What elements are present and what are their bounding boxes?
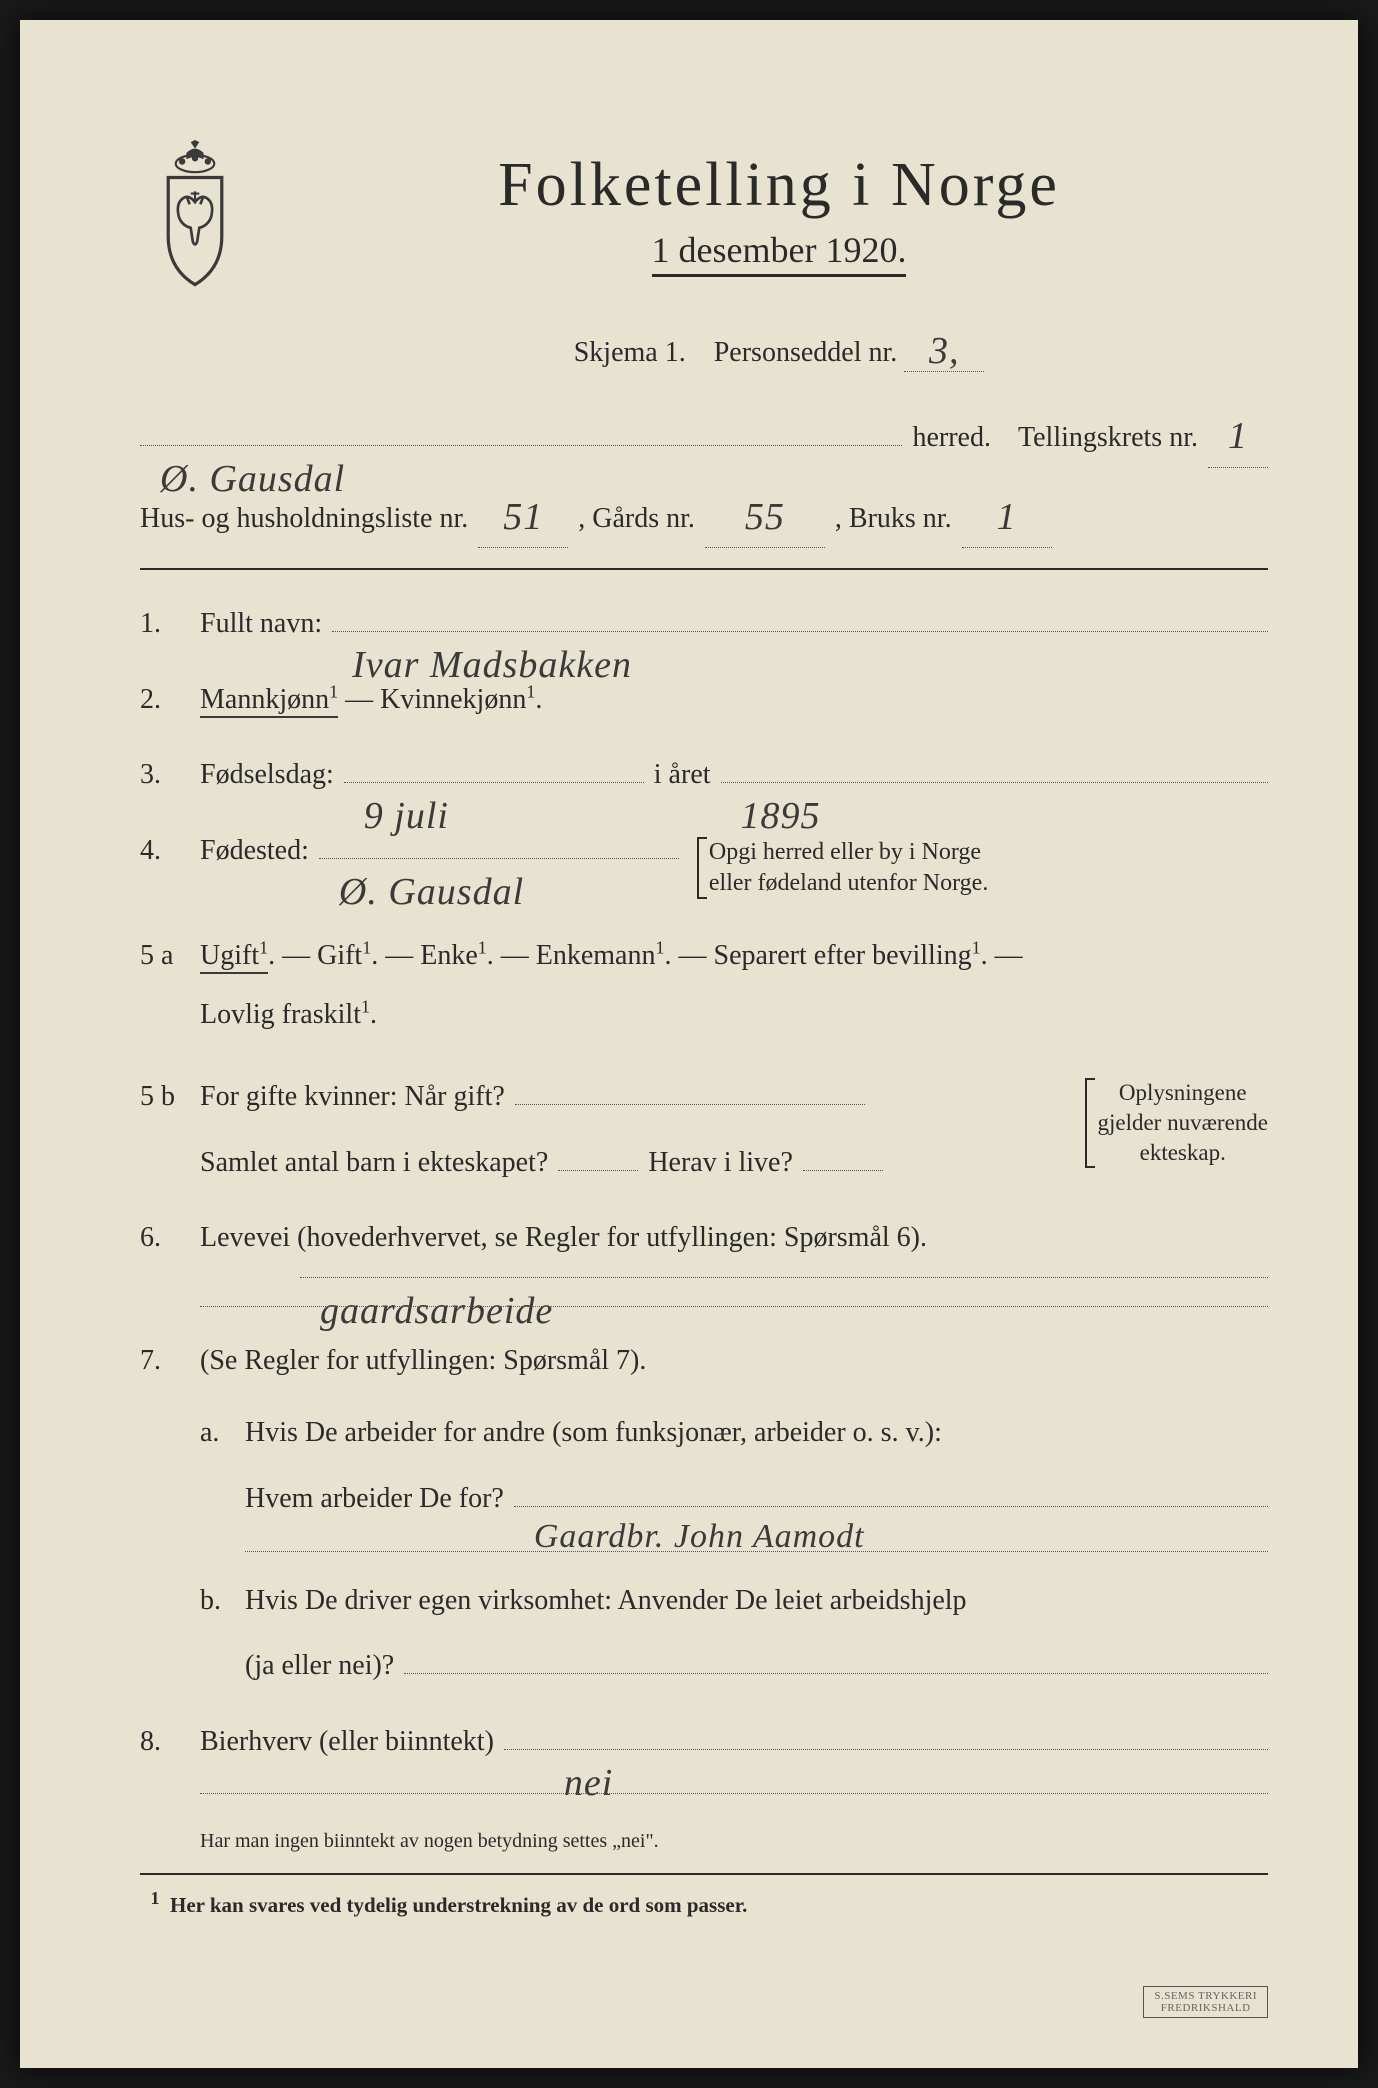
q8-row: 8. Bierhverv (eller biinntekt) nei (140, 1718, 1268, 1766)
q5a-fraskilt: Lovlig fraskilt (200, 999, 361, 1030)
q1-row: 1. Fullt navn: Ivar Madsbakken (140, 600, 1268, 648)
q4-label: Fødested: (200, 827, 309, 875)
q5a-row: 5 a Ugift1. — Gift1. — Enke1. — Enkemann… (140, 927, 1268, 1045)
divider-icon (140, 568, 1268, 570)
title-block: Folketelling i Norge 1 desember 1920. Sk… (290, 150, 1268, 372)
q7b: b. Hvis De driver egen virksomhet: Anven… (200, 1577, 1268, 1690)
coat-of-arms-icon (140, 140, 250, 290)
q7a-l2: Hvem arbeider De for? (245, 1475, 504, 1523)
form-body: Ø. Gausdal herred. Tellingskrets nr. 1 H… (140, 402, 1268, 1924)
herred-value: Ø. Gausdal (160, 447, 345, 450)
q7b-l1: Hvis De driver egen virksomhet: Anvender… (245, 1577, 1268, 1625)
q5a-num: 5 a (140, 932, 200, 980)
q8-num: 8. (140, 1718, 200, 1766)
q2-selected: Mannkjønn1 (200, 684, 338, 718)
q1-num: 1. (140, 600, 200, 648)
footnote-line: 1 Her kan svares ved tydelig understrekn… (140, 1873, 1268, 1924)
gards-label: , Gårds nr. (578, 495, 695, 543)
herred-line: Ø. Gausdal herred. Tellingskrets nr. 1 (140, 402, 1268, 468)
main-title: Folketelling i Norge (290, 150, 1268, 221)
q6-num: 6. (140, 1214, 200, 1262)
personseddel-value: 3, (929, 330, 960, 372)
q2-num: 2. (140, 676, 200, 724)
q7b-num: b. (200, 1577, 245, 1690)
form-meta-line-1: Skjema 1. Personseddel nr. 3, (290, 327, 1268, 372)
bruks-value: 1 (997, 496, 1017, 538)
q7a-l1: Hvis De arbeider for andre (som funksjon… (245, 1409, 1268, 1457)
q4-row: 4. Fødested: Ø. Gausdal Opgi herred elle… (140, 827, 1268, 899)
q1-value: Ivar Madsbakken (352, 633, 632, 636)
household-line: Hus- og husholdningsliste nr. 51 , Gårds… (140, 483, 1268, 549)
q5a-gift: Gift (317, 940, 362, 971)
q3-num: 3. (140, 751, 200, 799)
census-document: Folketelling i Norge 1 desember 1920. Sk… (20, 20, 1358, 2068)
q4-value: Ø. Gausdal (339, 860, 524, 863)
q7a-value: Gaardbr. John Aamodt (534, 1508, 865, 1511)
q5b-note: Oplysningene gjelder nuværende ekteskap. (1097, 1078, 1268, 1168)
skjema-label: Skjema 1. (574, 337, 686, 368)
husliste-value: 51 (503, 496, 543, 538)
q3-label: Fødselsdag: (200, 751, 334, 799)
q2-row: 2. Mannkjønn1 — Kvinnekjønn1. (140, 676, 1268, 724)
gards-value: 55 (745, 496, 785, 538)
q4-num: 4. (140, 827, 200, 875)
q3-year-value: 1895 (741, 784, 821, 787)
q7a: a. Hvis De arbeider for andre (som funks… (200, 1409, 1268, 1551)
document-header: Folketelling i Norge 1 desember 1920. Sk… (140, 150, 1268, 372)
q1-label: Fullt navn: (200, 600, 322, 648)
q5b-row: 5 b For gifte kvinner: Når gift? Samlet … (140, 1073, 1268, 1186)
q4-note: Opgi herred eller by i Norge eller fødel… (709, 837, 988, 899)
q5a-separert: Separert efter bevilling (714, 940, 972, 971)
q5b-l2b: Herav i live? (648, 1139, 793, 1187)
tellingskrets-label: Tellingskrets nr. (1018, 414, 1198, 462)
printer-stamp: S.SEMS TRYKKERI FREDRIKSHALD (1143, 1986, 1268, 2018)
q3-day-value: 9 juli (364, 784, 449, 787)
q7-num: 7. (140, 1337, 200, 1385)
subtitle-date: 1 desember 1920. (652, 229, 907, 277)
q5b-l1: For gifte kvinner: Når gift? (200, 1073, 505, 1121)
bruks-label: , Bruks nr. (835, 495, 952, 543)
q6-row: 6. Levevei (hovederhvervet, se Regler fo… (140, 1214, 1268, 1307)
q3-year-label: i året (654, 751, 711, 799)
personseddel-label: Personseddel nr. (714, 337, 898, 368)
q7-row: 7. (Se Regler for utfyllingen: Spørsmål … (140, 1337, 1268, 1690)
q8-value: nei (564, 1751, 613, 1754)
q7b-l2: (ja eller nei)? (245, 1642, 394, 1690)
q6-value: gaardsarbeide (320, 1279, 553, 1282)
q3-row: 3. Fødselsdag: 9 juli i året 1895 (140, 751, 1268, 799)
q5a-enkemann: Enkemann (536, 940, 656, 971)
footnote-text: Her kan svares ved tydelig understreknin… (170, 1893, 747, 1917)
herred-label: herred. (912, 414, 991, 462)
q8-label: Bierhverv (eller biinntekt) (200, 1718, 494, 1766)
q5a-selected: Ugift1 (200, 940, 268, 974)
q7a-num: a. (200, 1409, 245, 1551)
q2-opt-mann: Mannkjønn (200, 684, 329, 715)
q2-opt-kvinne: Kvinnekjønn (380, 684, 526, 715)
tellingskrets-value: 1 (1228, 415, 1248, 457)
q5a-enke: Enke (420, 940, 478, 971)
q5b-l2a: Samlet antal barn i ekteskapet? (200, 1139, 548, 1187)
footer-note: Har man ingen biinntekt av nogen betydni… (200, 1824, 1268, 1858)
q6-label: Levevei (hovederhvervet, se Regler for u… (200, 1214, 1268, 1262)
q5b-num: 5 b (140, 1073, 200, 1121)
q7-label: (Se Regler for utfyllingen: Spørsmål 7). (200, 1337, 1268, 1385)
husliste-label: Hus- og husholdningsliste nr. (140, 495, 468, 543)
